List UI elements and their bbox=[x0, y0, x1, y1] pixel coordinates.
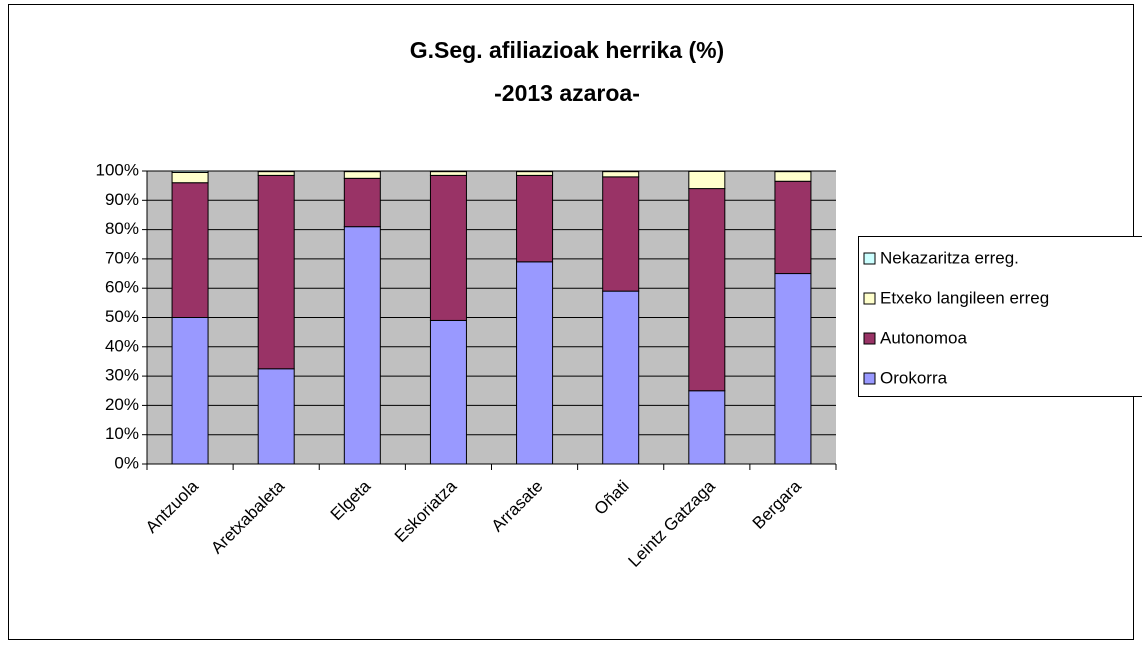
bar-segment bbox=[429, 171, 467, 176]
legend-swatch bbox=[863, 372, 876, 385]
y-tick-label: 80% bbox=[105, 219, 139, 238]
legend-label: Nekazaritza erreg. bbox=[880, 248, 1019, 267]
y-tick-label: 90% bbox=[105, 190, 139, 209]
bar-segment bbox=[774, 171, 812, 182]
bar-segment bbox=[171, 317, 209, 465]
bar-segment bbox=[602, 290, 640, 465]
bar-segment bbox=[343, 177, 381, 228]
y-tick-label: 50% bbox=[105, 307, 139, 326]
bar-segment bbox=[774, 170, 812, 173]
bar-segment bbox=[688, 390, 726, 465]
bar-segment bbox=[516, 174, 554, 263]
bar-segment bbox=[257, 171, 295, 176]
legend-swatch bbox=[863, 292, 876, 305]
legend-swatch bbox=[863, 332, 876, 345]
legend-label: Autonomoa bbox=[880, 328, 967, 347]
bar-segment bbox=[516, 171, 554, 176]
bar-segment bbox=[516, 261, 554, 465]
bar-segment bbox=[343, 171, 381, 179]
bar-segment bbox=[343, 226, 381, 465]
bar-segment bbox=[171, 170, 209, 173]
bar-segment bbox=[602, 171, 640, 178]
chart-title: G.Seg. afiliazioak herrika (%) bbox=[410, 37, 724, 63]
bar-segment bbox=[774, 180, 812, 275]
bar-segment bbox=[429, 170, 467, 173]
bar-segment bbox=[257, 174, 295, 370]
bar-segment bbox=[343, 170, 381, 173]
y-tick-label: 0% bbox=[114, 453, 139, 472]
y-tick-label: 20% bbox=[105, 395, 139, 414]
bar-segment bbox=[602, 176, 640, 292]
bar-segment bbox=[171, 171, 209, 184]
bar-segment bbox=[257, 368, 295, 465]
y-tick-label: 100% bbox=[96, 160, 139, 179]
bar-segment bbox=[171, 182, 209, 318]
legend-box bbox=[858, 236, 1142, 397]
bar-segment bbox=[429, 174, 467, 321]
chart-subtitle: -2013 azaroa- bbox=[494, 80, 640, 106]
legend-label: Orokorra bbox=[880, 368, 948, 387]
y-tick-label: 70% bbox=[105, 248, 139, 267]
bar-segment bbox=[516, 170, 554, 173]
bar-segment bbox=[257, 170, 295, 173]
bar-segment bbox=[688, 170, 726, 190]
bar-segment bbox=[774, 273, 812, 465]
legend-label: Etxeko langileen erreg bbox=[880, 288, 1049, 307]
bar-segment bbox=[602, 170, 640, 173]
y-tick-label: 60% bbox=[105, 278, 139, 297]
legend-swatch bbox=[863, 252, 876, 265]
bar-segment bbox=[429, 319, 467, 465]
y-tick-label: 10% bbox=[105, 424, 139, 443]
y-tick-label: 40% bbox=[105, 336, 139, 355]
bar-segment bbox=[688, 188, 726, 392]
y-tick-label: 30% bbox=[105, 366, 139, 385]
